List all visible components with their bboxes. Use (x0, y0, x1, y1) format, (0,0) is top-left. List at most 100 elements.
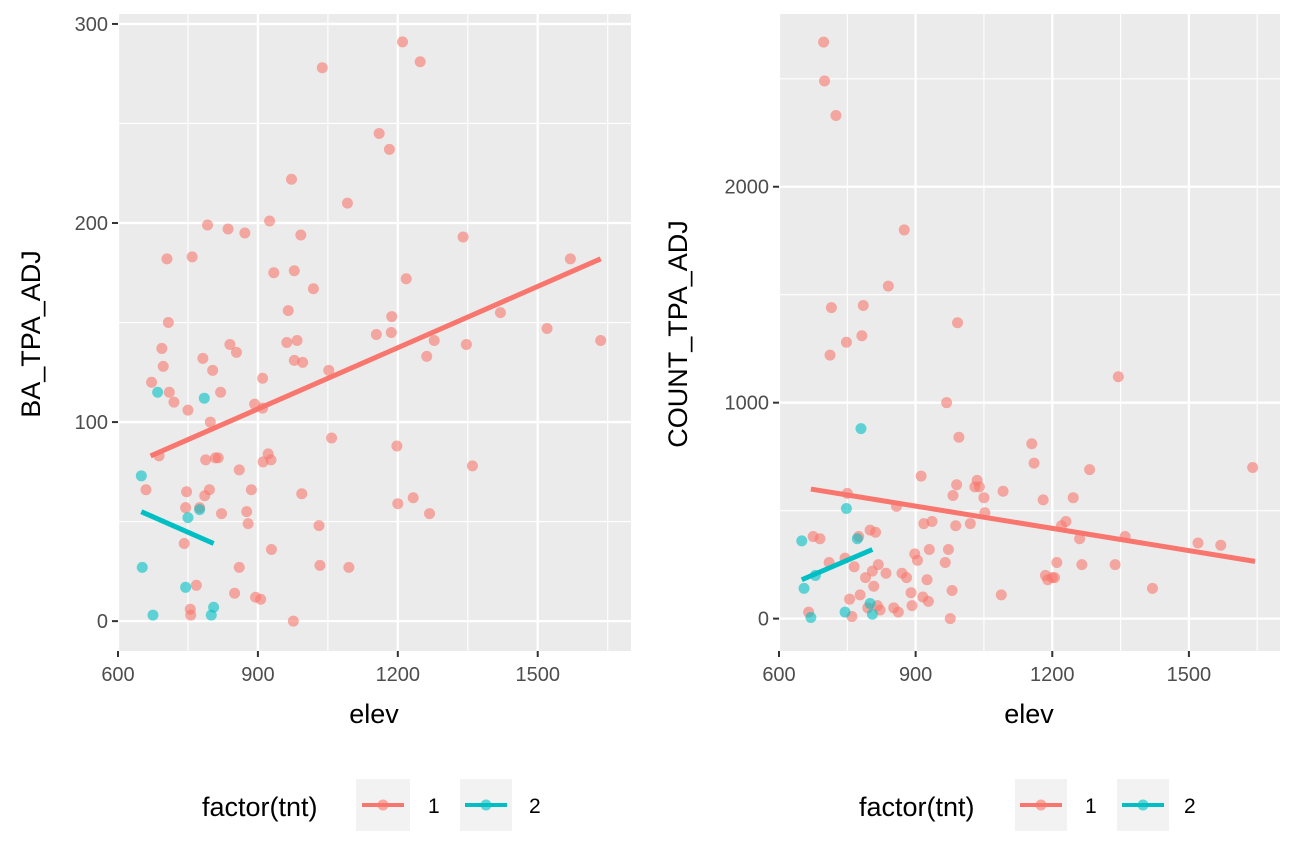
y-tick-label: 200 (75, 213, 108, 235)
point-tnt-1 (868, 580, 880, 592)
right-legend: factor(tnt) 1 2 (859, 779, 1196, 831)
point-tnt-1 (204, 416, 216, 428)
point-tnt-1 (952, 317, 964, 329)
point-tnt-2 (182, 512, 194, 524)
point-tnt-1 (297, 356, 309, 368)
point-tnt-1 (901, 572, 913, 584)
point-tnt-1 (265, 454, 277, 466)
point-tnt-1 (288, 265, 300, 277)
point-tnt-1 (1076, 559, 1088, 571)
point-tnt-1 (281, 336, 293, 348)
point-tnt-2 (798, 582, 810, 594)
point-tnt-1 (1051, 556, 1063, 568)
legend-label-2: 2 (529, 795, 541, 818)
point-tnt-1 (182, 404, 194, 416)
point-tnt-1 (1049, 572, 1061, 584)
y-tick-label: 100 (75, 412, 108, 434)
point-tnt-1 (1109, 559, 1121, 571)
point-tnt-1 (905, 587, 917, 599)
point-tnt-1 (162, 317, 174, 329)
point-tnt-1 (291, 334, 303, 346)
point-tnt-1 (824, 349, 836, 361)
point-tnt-1 (229, 587, 241, 599)
point-tnt-1 (951, 479, 963, 491)
left-x-axis-title: elev (349, 699, 399, 729)
point-tnt-1 (245, 484, 257, 496)
point-tnt-1 (1060, 515, 1072, 527)
right-y-axis-title: COUNT_TPA_ADJ (663, 220, 693, 448)
point-tnt-1 (239, 227, 251, 239)
point-tnt-1 (882, 280, 894, 292)
legend-key-point-2 (480, 799, 492, 811)
point-tnt-1 (1112, 371, 1124, 383)
point-tnt-1 (230, 346, 242, 358)
point-tnt-1 (941, 397, 953, 409)
point-tnt-2 (208, 601, 220, 613)
point-tnt-1 (190, 579, 202, 591)
point-tnt-1 (939, 556, 951, 568)
point-tnt-1 (386, 311, 398, 323)
point-tnt-1 (1247, 461, 1259, 473)
x-tick-label: 1500 (1167, 664, 1212, 686)
legend-title: factor(tnt) (202, 792, 318, 822)
point-tnt-1 (964, 518, 976, 530)
point-tnt-2 (840, 502, 852, 514)
point-tnt-1 (313, 520, 325, 532)
point-tnt-2 (180, 581, 192, 593)
point-tnt-1 (385, 327, 397, 338)
point-tnt-1 (923, 544, 935, 556)
y-tick-label: 1000 (725, 393, 770, 415)
left-legend: factor(tnt) 1 2 (202, 779, 541, 831)
x-tick-label: 1200 (1030, 664, 1075, 686)
point-tnt-1 (856, 330, 868, 342)
point-tnt-1 (383, 143, 395, 155)
legend-key-point-1 (377, 799, 389, 811)
point-tnt-1 (255, 593, 267, 605)
point-tnt-1 (207, 364, 219, 376)
point-tnt-1 (285, 173, 297, 185)
point-tnt-1 (1067, 492, 1079, 504)
point-tnt-1 (922, 595, 934, 607)
point-tnt-1 (163, 386, 175, 398)
point-tnt-1 (186, 251, 198, 263)
point-tnt-1 (197, 352, 209, 364)
point-tnt-1 (314, 559, 326, 571)
fit-line-tnt-2 (800, 547, 874, 583)
point-tnt-2 (839, 606, 851, 618)
legend-key-point-2 (1137, 799, 1149, 811)
point-tnt-1 (978, 492, 990, 504)
point-tnt-1 (157, 360, 169, 372)
left-chart: 600 900 1200 1500 0 100 200 300 (75, 14, 631, 686)
point-tnt-1 (200, 454, 212, 466)
point-tnt-1 (424, 508, 436, 520)
point-tnt-1 (830, 109, 842, 121)
point-tnt-1 (460, 338, 472, 350)
point-tnt-1 (1028, 457, 1040, 469)
point-tnt-1 (400, 273, 412, 285)
y-tick-label: 0 (97, 611, 108, 633)
point-tnt-1 (178, 538, 190, 550)
point-tnt-1 (181, 486, 193, 498)
point-tnt-1 (840, 336, 852, 348)
legend-label-1: 1 (1085, 795, 1097, 818)
point-tnt-1 (1192, 537, 1204, 549)
point-tnt-1 (872, 559, 884, 571)
point-tnt-1 (203, 484, 215, 496)
point-tnt-1 (212, 452, 224, 464)
point-tnt-1 (295, 229, 307, 241)
point-tnt-1 (307, 283, 319, 295)
point-tnt-1 (906, 600, 918, 612)
point-tnt-1 (421, 350, 433, 362)
point-tnt-1 (370, 328, 382, 340)
point-tnt-1 (825, 302, 837, 314)
point-tnt-1 (156, 342, 168, 354)
point-tnt-1 (316, 62, 328, 74)
point-tnt-1 (944, 613, 956, 625)
point-tnt-1 (282, 305, 294, 317)
point-tnt-1 (494, 307, 506, 319)
point-tnt-1 (915, 470, 927, 482)
point-tnt-1 (180, 502, 192, 514)
point-tnt-1 (264, 215, 276, 227)
point-tnt-1 (1037, 494, 1049, 506)
